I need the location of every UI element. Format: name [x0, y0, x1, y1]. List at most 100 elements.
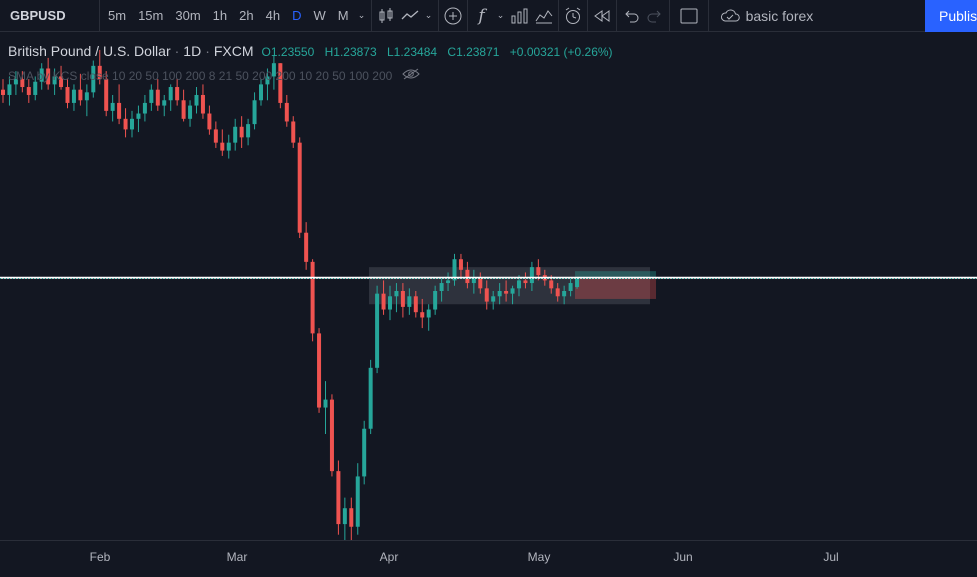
candle-body	[478, 277, 483, 289]
interval-2h[interactable]: 2h	[239, 8, 254, 23]
candle-body	[420, 312, 425, 318]
candle-body	[497, 291, 502, 297]
chart-type-chevron-icon[interactable]: ⌄	[424, 10, 433, 20]
candle-body	[317, 333, 322, 408]
time-axis-label: Mar	[226, 550, 248, 564]
candle-body	[168, 87, 173, 101]
candle-body	[426, 309, 431, 318]
candle-body	[117, 102, 122, 119]
candle-body	[446, 280, 451, 284]
alert-icon[interactable]	[561, 0, 585, 32]
candle-body	[278, 63, 283, 103]
undo-icon[interactable]	[619, 0, 643, 32]
candle-body	[465, 269, 470, 284]
candle-body	[394, 291, 399, 297]
layout-name-label: basic forex	[745, 7, 814, 24]
toolbar-divider	[370, 0, 372, 32]
hidden-eye-icon[interactable]	[402, 68, 421, 83]
candle-body	[549, 280, 554, 289]
indicators-chevron-icon[interactable]: ⌄	[496, 10, 505, 20]
candle-body	[471, 277, 476, 284]
candle-body	[84, 92, 89, 101]
candle-body	[562, 291, 567, 297]
candle-body	[323, 399, 328, 408]
candle-body	[388, 296, 392, 310]
candle-body	[452, 259, 457, 281]
candle-body	[555, 288, 560, 297]
profit-zone	[575, 271, 656, 279]
toolbar-divider	[437, 0, 439, 32]
candle-body	[104, 79, 109, 111]
candle-body	[259, 84, 263, 101]
symbol-search-button[interactable]: GBPUSD	[0, 0, 100, 32]
redo-icon[interactable]	[643, 0, 667, 32]
publish-button[interactable]: Publish	[925, 0, 977, 32]
candle-body	[342, 508, 347, 525]
candle-body	[523, 280, 528, 284]
candle-body	[226, 142, 231, 151]
price-chart[interactable]	[0, 32, 977, 540]
candle-body	[91, 65, 96, 93]
candle-body	[568, 283, 573, 291]
candle-body	[188, 105, 193, 119]
low-value: L1.23484	[387, 45, 438, 59]
indicator-label: SMA by KCS close 10 20 50 100 200 8 21 5…	[8, 68, 393, 83]
legend-separator: ·	[205, 43, 210, 59]
interval-30m[interactable]: 30m	[175, 8, 201, 23]
symbol-title[interactable]: British Pound / U.S. Dollar	[8, 43, 171, 59]
toolbar-divider	[707, 0, 709, 32]
candle-body	[368, 367, 373, 429]
open-value: O1.23550	[261, 45, 315, 59]
candle-body	[297, 142, 302, 233]
candle-body	[52, 76, 57, 85]
candle-body	[155, 89, 160, 106]
indicators-icon[interactable]: f	[478, 5, 485, 26]
candles-icon[interactable]	[374, 0, 398, 32]
interval-dropdown-chevron-icon[interactable]: ⌄	[357, 10, 366, 20]
layout-name-button[interactable]: basic forex	[711, 0, 822, 32]
time-axis[interactable]: Feb Mar Apr May Jun Jul	[0, 540, 977, 577]
line-chart-icon[interactable]	[398, 0, 422, 32]
layout-icon[interactable]	[672, 0, 706, 32]
candle-body	[407, 296, 412, 307]
candle-body	[504, 291, 509, 294]
interval-4h[interactable]: 4h	[265, 8, 281, 23]
replay-icon[interactable]	[590, 0, 614, 32]
add-compare-icon[interactable]	[441, 0, 465, 32]
candle-body	[484, 288, 489, 302]
interval-15m[interactable]: 15m	[138, 8, 164, 23]
toolbar-divider	[557, 0, 559, 32]
candle-body	[194, 94, 199, 106]
time-axis-label: Apr	[379, 550, 399, 564]
time-axis-label: Jul	[823, 550, 839, 564]
interval-m[interactable]: M	[337, 8, 349, 23]
candle-body	[362, 428, 367, 477]
candle-body	[381, 293, 386, 310]
candle-body	[162, 100, 167, 106]
candle-body	[529, 267, 534, 284]
candle-body	[536, 267, 541, 276]
candle-body	[349, 508, 354, 527]
legend-exchange: FXCM	[213, 43, 254, 59]
interval-d[interactable]: D	[292, 8, 302, 23]
candle-body	[20, 79, 25, 88]
top-toolbar: GBPUSD 5m 15m 30m 1h 2h 4h D W M ⌄ ⌄ f ⌄ basic f…	[0, 0, 977, 32]
ohlc-values: O1.23550 H1.23873 L1.23484 C1.23871 +0.0…	[262, 45, 620, 59]
cloud-save-icon	[720, 8, 740, 21]
candle-body	[207, 113, 212, 130]
high-value: H1.23873	[324, 45, 377, 59]
interval-w[interactable]: W	[313, 8, 326, 23]
candle-body	[175, 87, 180, 101]
indicator-legend[interactable]: SMA by KCS close 10 20 50 100 200 8 21 5…	[8, 68, 421, 83]
toolbar-divider	[615, 0, 617, 32]
financials-icon[interactable]	[532, 0, 556, 32]
toolbar-divider	[466, 0, 468, 32]
templates-icon[interactable]	[508, 0, 532, 32]
interval-1h[interactable]: 1h	[212, 8, 228, 23]
candle-body	[213, 129, 218, 143]
candle-body	[110, 102, 115, 111]
candle-body	[59, 76, 64, 88]
candle-body	[71, 89, 76, 103]
candle-body	[413, 296, 418, 313]
interval-5m[interactable]: 5m	[108, 8, 127, 23]
